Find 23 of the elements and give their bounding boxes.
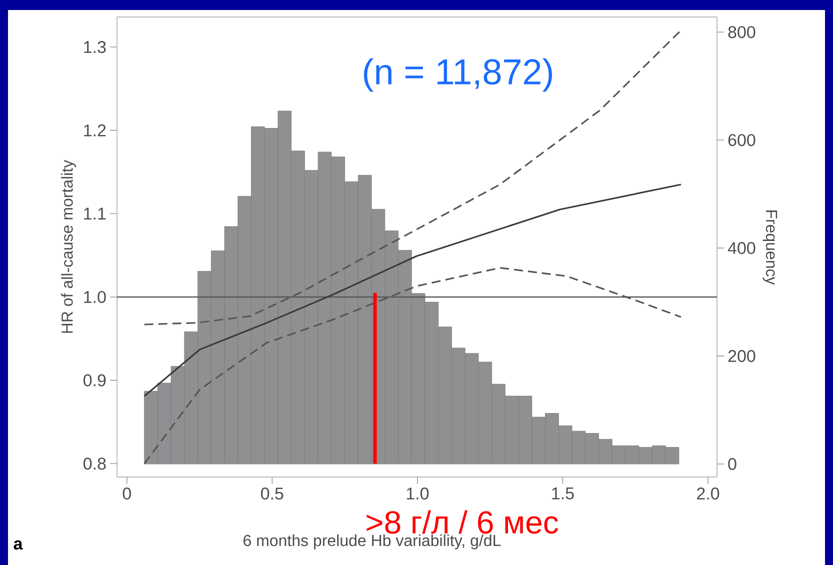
x-tick-label: 1.5 xyxy=(552,488,574,500)
y-tick-label: 1.1 xyxy=(84,208,106,220)
y2-tick-label: 400 xyxy=(728,242,756,254)
x-tick-label: 1.0 xyxy=(406,488,429,500)
y-tick-label: 1.3 xyxy=(84,40,106,54)
y2-tick-label: 600 xyxy=(728,134,756,146)
y-tick-label: 0.8 xyxy=(84,458,106,470)
y2-axis-title: Frequency xyxy=(762,210,778,285)
x-tick-label: 0 xyxy=(122,488,131,500)
y2-tick-label: 200 xyxy=(728,350,756,362)
y-tick-label: 0.9 xyxy=(84,374,106,386)
x-tick-label: 2.0 xyxy=(697,488,720,500)
line-series xyxy=(144,184,682,397)
text: >8 г/л / 6 мес xyxy=(366,510,558,534)
y2-tick-label: 0 xyxy=(728,458,736,470)
y-tick-label: 1.2 xyxy=(84,124,106,136)
x-tick-label: 0.5 xyxy=(261,488,284,500)
text: a xyxy=(14,540,23,550)
annotation: (n = 11,872) xyxy=(364,58,552,92)
y-tick-label: 1.0 xyxy=(84,290,106,304)
x-axis-title: 6 months prelude Hb variability, g/dL xyxy=(244,534,501,550)
y2-tick-label: 800 xyxy=(728,26,756,38)
y-axis-title: HR of all-cause mortality xyxy=(61,160,76,333)
